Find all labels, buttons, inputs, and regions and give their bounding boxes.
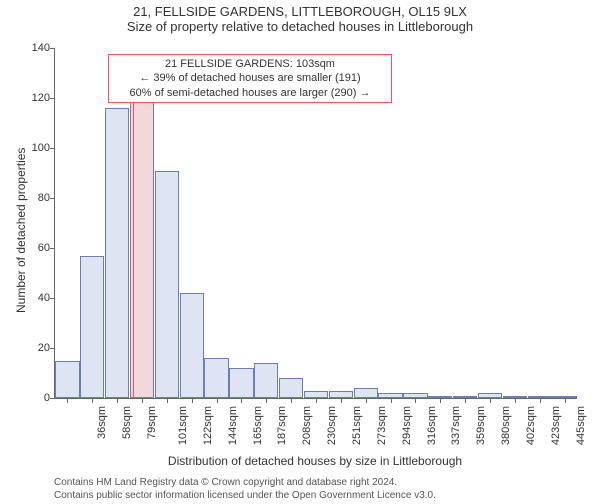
x-tick-label: 187sqm [277, 406, 289, 445]
x-tick-label: 423sqm [550, 406, 562, 445]
x-tick-mark [316, 398, 317, 403]
chart-container: 21, FELLSIDE GARDENS, LITTLEBOROUGH, OL1… [0, 4, 600, 504]
x-tick-mark [117, 398, 118, 403]
y-tick-mark [50, 198, 55, 199]
x-tick-mark [92, 398, 93, 403]
x-tick-mark [391, 398, 392, 403]
y-tick-label: 140 [20, 42, 50, 54]
histogram-bar [204, 358, 228, 398]
y-tick-label: 40 [20, 292, 50, 304]
histogram-bar [354, 388, 378, 398]
x-tick-mark [440, 398, 441, 403]
y-tick-label: 60 [20, 242, 50, 254]
histogram-bar [105, 108, 129, 398]
x-tick-label: 273sqm [376, 406, 388, 445]
x-tick-label: 165sqm [252, 406, 264, 445]
x-tick-mark [192, 398, 193, 403]
x-tick-mark [366, 398, 367, 403]
annotation-line: ← 39% of detached houses are smaller (19… [115, 71, 385, 85]
footer-line-1: Contains HM Land Registry data © Crown c… [54, 476, 436, 489]
x-tick-label: 79sqm [146, 406, 158, 439]
y-tick-label: 0 [20, 392, 50, 404]
x-tick-mark [142, 398, 143, 403]
x-tick-mark [490, 398, 491, 403]
x-tick-label: 58sqm [121, 406, 133, 439]
x-tick-mark [565, 398, 566, 403]
x-tick-mark [241, 398, 242, 403]
histogram-bar [254, 363, 278, 398]
x-tick-label: 294sqm [401, 406, 413, 445]
y-axis-label: Number of detached properties [14, 148, 28, 313]
x-tick-mark [415, 398, 416, 403]
histogram-bar [55, 361, 79, 399]
x-tick-label: 251sqm [351, 406, 363, 445]
y-tick-mark [50, 348, 55, 349]
footer-text: Contains HM Land Registry data © Crown c… [54, 476, 436, 502]
x-tick-label: 208sqm [301, 406, 313, 445]
chart-title: 21, FELLSIDE GARDENS, LITTLEBOROUGH, OL1… [0, 4, 600, 19]
x-tick-label: 36sqm [96, 406, 108, 439]
x-tick-label: 402sqm [525, 406, 537, 445]
x-tick-mark [266, 398, 267, 403]
histogram-bar [155, 171, 179, 399]
y-tick-label: 20 [20, 342, 50, 354]
x-axis-label: Distribution of detached houses by size … [54, 454, 576, 468]
x-tick-mark [167, 398, 168, 403]
y-tick-label: 120 [20, 92, 50, 104]
property-marker-line [133, 93, 134, 398]
histogram-bar [304, 391, 328, 399]
y-tick-mark [50, 298, 55, 299]
x-tick-label: 380sqm [500, 406, 512, 445]
x-tick-mark [515, 398, 516, 403]
x-tick-label: 359sqm [475, 406, 487, 445]
y-tick-mark [50, 48, 55, 49]
y-tick-mark [50, 398, 55, 399]
histogram-bar [329, 391, 353, 399]
x-tick-label: 122sqm [202, 406, 214, 445]
x-tick-label: 230sqm [326, 406, 338, 445]
annotation-line: 21 FELLSIDE GARDENS: 103sqm [115, 57, 385, 71]
x-tick-mark [291, 398, 292, 403]
chart-subtitle: Size of property relative to detached ho… [0, 19, 600, 34]
y-tick-mark [50, 148, 55, 149]
x-tick-mark [217, 398, 218, 403]
y-tick-mark [50, 98, 55, 99]
x-tick-label: 337sqm [451, 406, 463, 445]
x-tick-mark [540, 398, 541, 403]
x-tick-label: 101sqm [177, 406, 189, 445]
x-tick-mark [465, 398, 466, 403]
annotation-line: 60% of semi-detached houses are larger (… [115, 86, 385, 100]
annotation-box: 21 FELLSIDE GARDENS: 103sqm← 39% of deta… [108, 54, 392, 103]
y-tick-label: 80 [20, 192, 50, 204]
x-tick-mark [341, 398, 342, 403]
histogram-bar [180, 293, 204, 398]
footer-line-2: Contains public sector information licen… [54, 489, 436, 502]
histogram-bar [279, 378, 303, 398]
x-tick-label: 316sqm [426, 406, 438, 445]
y-tick-mark [50, 248, 55, 249]
y-tick-label: 100 [20, 142, 50, 154]
x-tick-label: 445sqm [575, 406, 587, 445]
histogram-bar [80, 256, 104, 399]
histogram-bar [229, 368, 253, 398]
x-tick-mark [67, 398, 68, 403]
x-tick-label: 144sqm [227, 406, 239, 445]
